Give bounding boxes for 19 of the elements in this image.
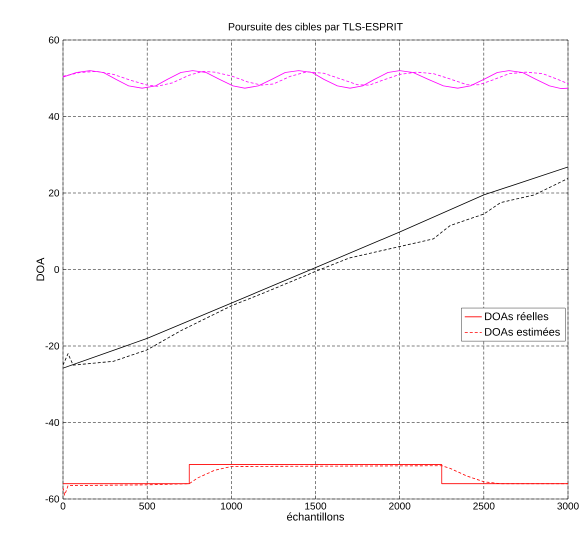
legend-label: DOAs estimées	[485, 328, 560, 336]
y-tick-label: 0	[54, 266, 60, 274]
x-tick-label: 3000	[557, 502, 579, 510]
x-tick-label: 0	[60, 502, 66, 510]
y-tick-label: 40	[48, 112, 60, 120]
chart-title: Poursuite des cibles par TLS-ESPRIT	[228, 22, 403, 33]
y-tick-label: -40	[46, 418, 60, 426]
x-axis-title: échantillons	[287, 512, 344, 521]
x-tick-label: 1000	[221, 502, 242, 510]
x-tick-label: 2000	[389, 502, 410, 510]
y-tick-label: 20	[48, 189, 60, 197]
y-axis-title: DOA	[36, 258, 44, 280]
x-tick-label: 500	[139, 502, 156, 510]
y-tick-label: -60	[46, 495, 60, 503]
y-tick-label: -20	[46, 342, 60, 350]
x-tick-label: 1500	[305, 502, 326, 510]
legend-label: DOAs réelles	[485, 312, 548, 320]
y-tick-label: 60	[48, 36, 60, 44]
x-tick-label: 2500	[473, 502, 495, 510]
